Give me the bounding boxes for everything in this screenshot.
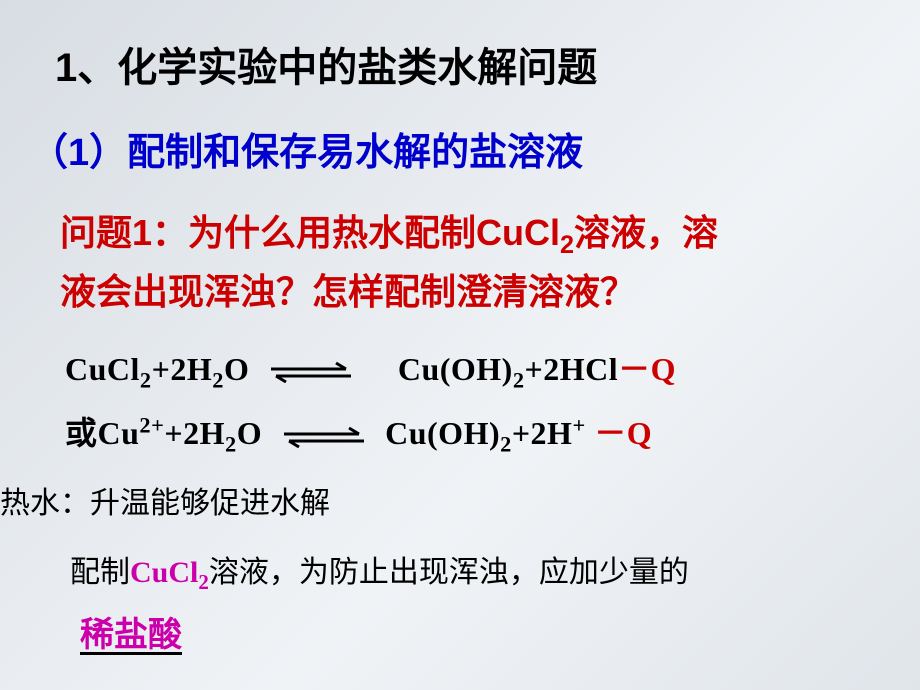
question-sub1: 2 — [560, 231, 574, 259]
eq2-q: Q — [627, 415, 652, 451]
eq2-rhs-a-sub: 2 — [500, 432, 512, 457]
section-subtitle: （1）配制和保存易水解的盐溶液 — [30, 121, 875, 176]
note2-b: 溶液，为防止出现浑浊，应加少量的 — [209, 556, 689, 589]
equilibrium-arrow-icon — [266, 354, 356, 391]
eq1-rhs-b: +2HCl — [525, 351, 619, 387]
note-preparation: 配制CuCl2溶液，为防止出现浑浊，应加少量的 — [70, 547, 875, 595]
question-text-2: 液会出现浑浊？怎样配制澄清溶液？ — [60, 271, 636, 312]
eq1-lhs-b-sub: 2 — [212, 367, 224, 392]
equation-1: CuCl2+2H2O Cu(OH)2+2HCl－Q — [65, 344, 875, 393]
eq2-q-prefix: － — [586, 415, 627, 451]
note2-sub: 2 — [198, 570, 209, 594]
question-text-1a: 为什么用热水配制CuCl — [188, 212, 560, 253]
eq1-q-prefix: － — [618, 351, 651, 387]
slide-title: 1、化学实验中的盐类水解问题 — [55, 35, 875, 93]
eq1-lhs-b: +2H — [152, 351, 213, 387]
question-text-1b: 溶液，溶 — [574, 212, 718, 253]
eq2-lhs-b: +2H — [164, 415, 225, 451]
note2-cucl: CuCl — [130, 556, 198, 589]
eq2-prefix: 或 — [65, 415, 98, 451]
eq1-lhs-c: O — [224, 351, 249, 387]
question-block: 问题1：为什么用热水配制CuCl2溶液，溶 液会出现浑浊？怎样配制澄清溶液？ — [60, 206, 875, 319]
equilibrium-arrow-icon — [279, 419, 369, 456]
eq2-rhs-b-sup: + — [572, 413, 585, 438]
equation-2: 或Cu2++2H2O Cu(OH)2+2H+ －Q — [65, 408, 875, 457]
eq1-rhs-a: Cu(OH) — [398, 351, 513, 387]
eq1-rhs-a-sub: 2 — [513, 367, 525, 392]
eq1-lhs-a-sub: 2 — [140, 367, 152, 392]
eq2-rhs-b: +2H — [512, 415, 573, 451]
eq2-lhs-c: O — [237, 415, 262, 451]
eq2-lhs-a-sup: 2+ — [139, 413, 164, 438]
question-label: 问题1： — [60, 212, 188, 253]
answer-text: 稀盐酸 — [80, 607, 875, 656]
note-hotwater: 热水：升温能够促进水解 — [0, 478, 875, 522]
eq2-lhs-b-sub: 2 — [225, 432, 237, 457]
eq2-rhs-a: Cu(OH) — [385, 415, 500, 451]
eq2-lhs-a: Cu — [98, 415, 140, 451]
eq1-lhs-a: CuCl — [65, 351, 140, 387]
eq1-q: Q — [651, 351, 676, 387]
note2-a: 配制 — [70, 556, 130, 589]
